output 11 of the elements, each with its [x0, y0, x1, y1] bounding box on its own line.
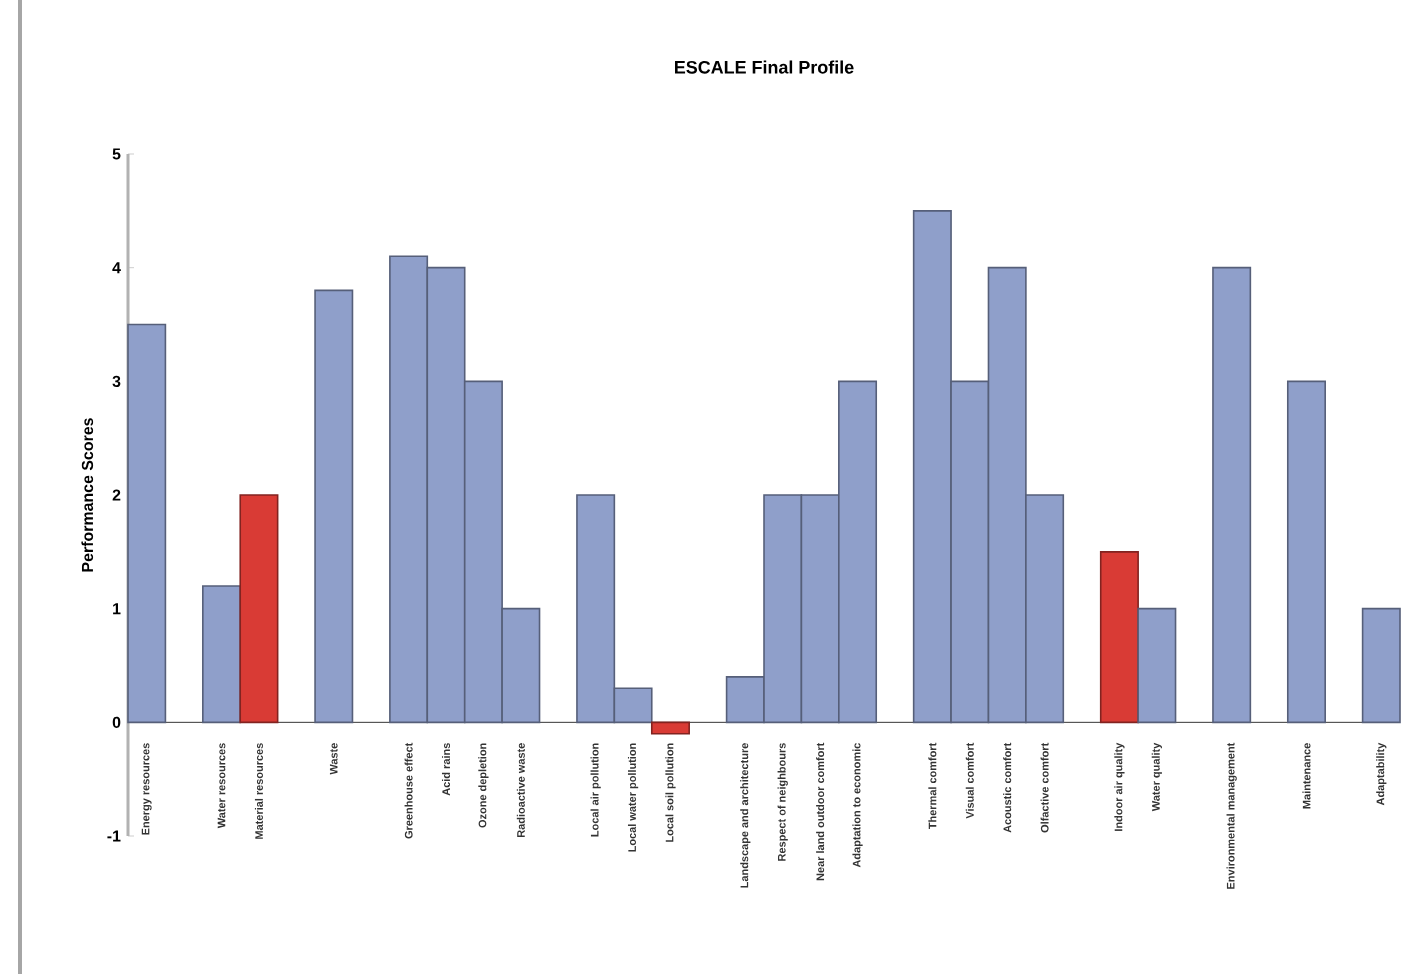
- bar: [1212, 266, 1252, 724]
- chart-title: ESCALE Final Profile: [675, 60, 854, 74]
- bar: [202, 585, 242, 724]
- bar: [1361, 607, 1401, 724]
- bar: [1137, 607, 1177, 724]
- bar: [127, 323, 167, 724]
- bar: [1099, 551, 1139, 724]
- bar: [1286, 380, 1326, 724]
- bar: [239, 494, 279, 724]
- bar: [650, 721, 690, 735]
- bar: [314, 289, 354, 724]
